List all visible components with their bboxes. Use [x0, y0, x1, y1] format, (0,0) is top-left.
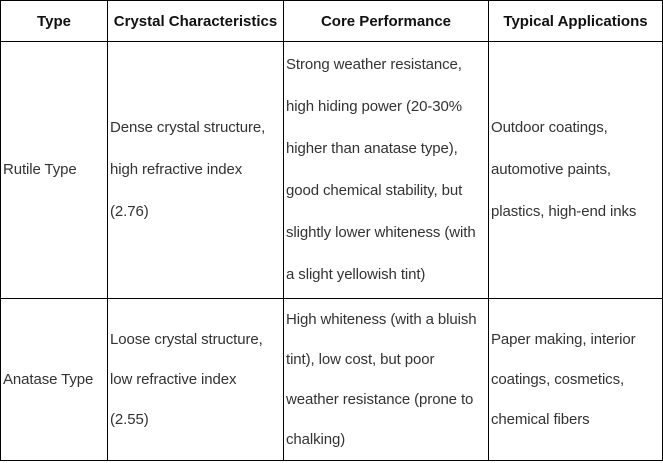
text-line: High whiteness (with a bluish: [286, 310, 477, 328]
text-line: slightly lower whiteness (with: [286, 224, 476, 241]
cell-core-performance-rutile: Strong weather resistance, high hiding p…: [283, 41, 489, 299]
text-line: a slight yellowish tint): [286, 266, 426, 283]
text-line: chemical fibers: [491, 410, 590, 428]
table-row-anatase: Anatase Type Loose crystal structure, lo…: [0, 298, 663, 461]
text-line: Anatase Type: [3, 370, 94, 388]
cell-crystal-characteristics-rutile: Dense crystal structure, high refractive…: [107, 41, 284, 299]
text-line: tint), low cost, but poor: [286, 350, 435, 368]
text-line: (2.55): [110, 410, 149, 428]
text-line: Rutile Type: [3, 161, 77, 178]
header-cell-crystal-characteristics: Crystal Characteristics: [107, 0, 284, 42]
text-line: Paper making, interior: [491, 330, 636, 348]
text-line: chalking): [286, 430, 346, 448]
text-line: high refractive index: [110, 161, 243, 178]
header-cell-core-performance: Core Performance: [283, 0, 489, 42]
text-line: automotive paints,: [491, 161, 611, 178]
header-row: Type Crystal Characteristics Core Perfor…: [0, 0, 663, 42]
header-cell-type: Type: [0, 0, 108, 42]
cell-core-performance-anatase: High whiteness (with a bluish tint), low…: [283, 298, 489, 461]
text-line: plastics, high-end inks: [491, 203, 637, 220]
text-line: Dense crystal structure,: [110, 119, 266, 136]
header-cell-typical-applications: Typical Applications: [488, 0, 663, 42]
cell-type-rutile: Rutile Type: [0, 41, 108, 299]
text-line: higher than anatase type),: [286, 140, 458, 157]
cell-type-anatase: Anatase Type: [0, 298, 108, 461]
text-line: coatings, cosmetics,: [491, 370, 625, 388]
text-line: low refractive index: [110, 370, 237, 388]
text-line: (2.76): [110, 203, 149, 220]
cell-typical-applications-anatase: Paper making, interior coatings, cosmeti…: [488, 298, 663, 461]
text-line: good chemical stability, but: [286, 182, 463, 199]
cell-crystal-characteristics-anatase: Loose crystal structure, low refractive …: [107, 298, 284, 461]
text-line: Strong weather resistance,: [286, 56, 462, 73]
text-line: weather resistance (prone to: [286, 390, 474, 408]
table-row-rutile: Rutile Type Dense crystal structure, hig…: [0, 41, 663, 299]
cell-typical-applications-rutile: Outdoor coatings, automotive paints, pla…: [488, 41, 663, 299]
text-line: Outdoor coatings,: [491, 119, 608, 136]
text-line: Loose crystal structure,: [110, 330, 263, 348]
text-line: high hiding power (20-30%: [286, 98, 462, 115]
